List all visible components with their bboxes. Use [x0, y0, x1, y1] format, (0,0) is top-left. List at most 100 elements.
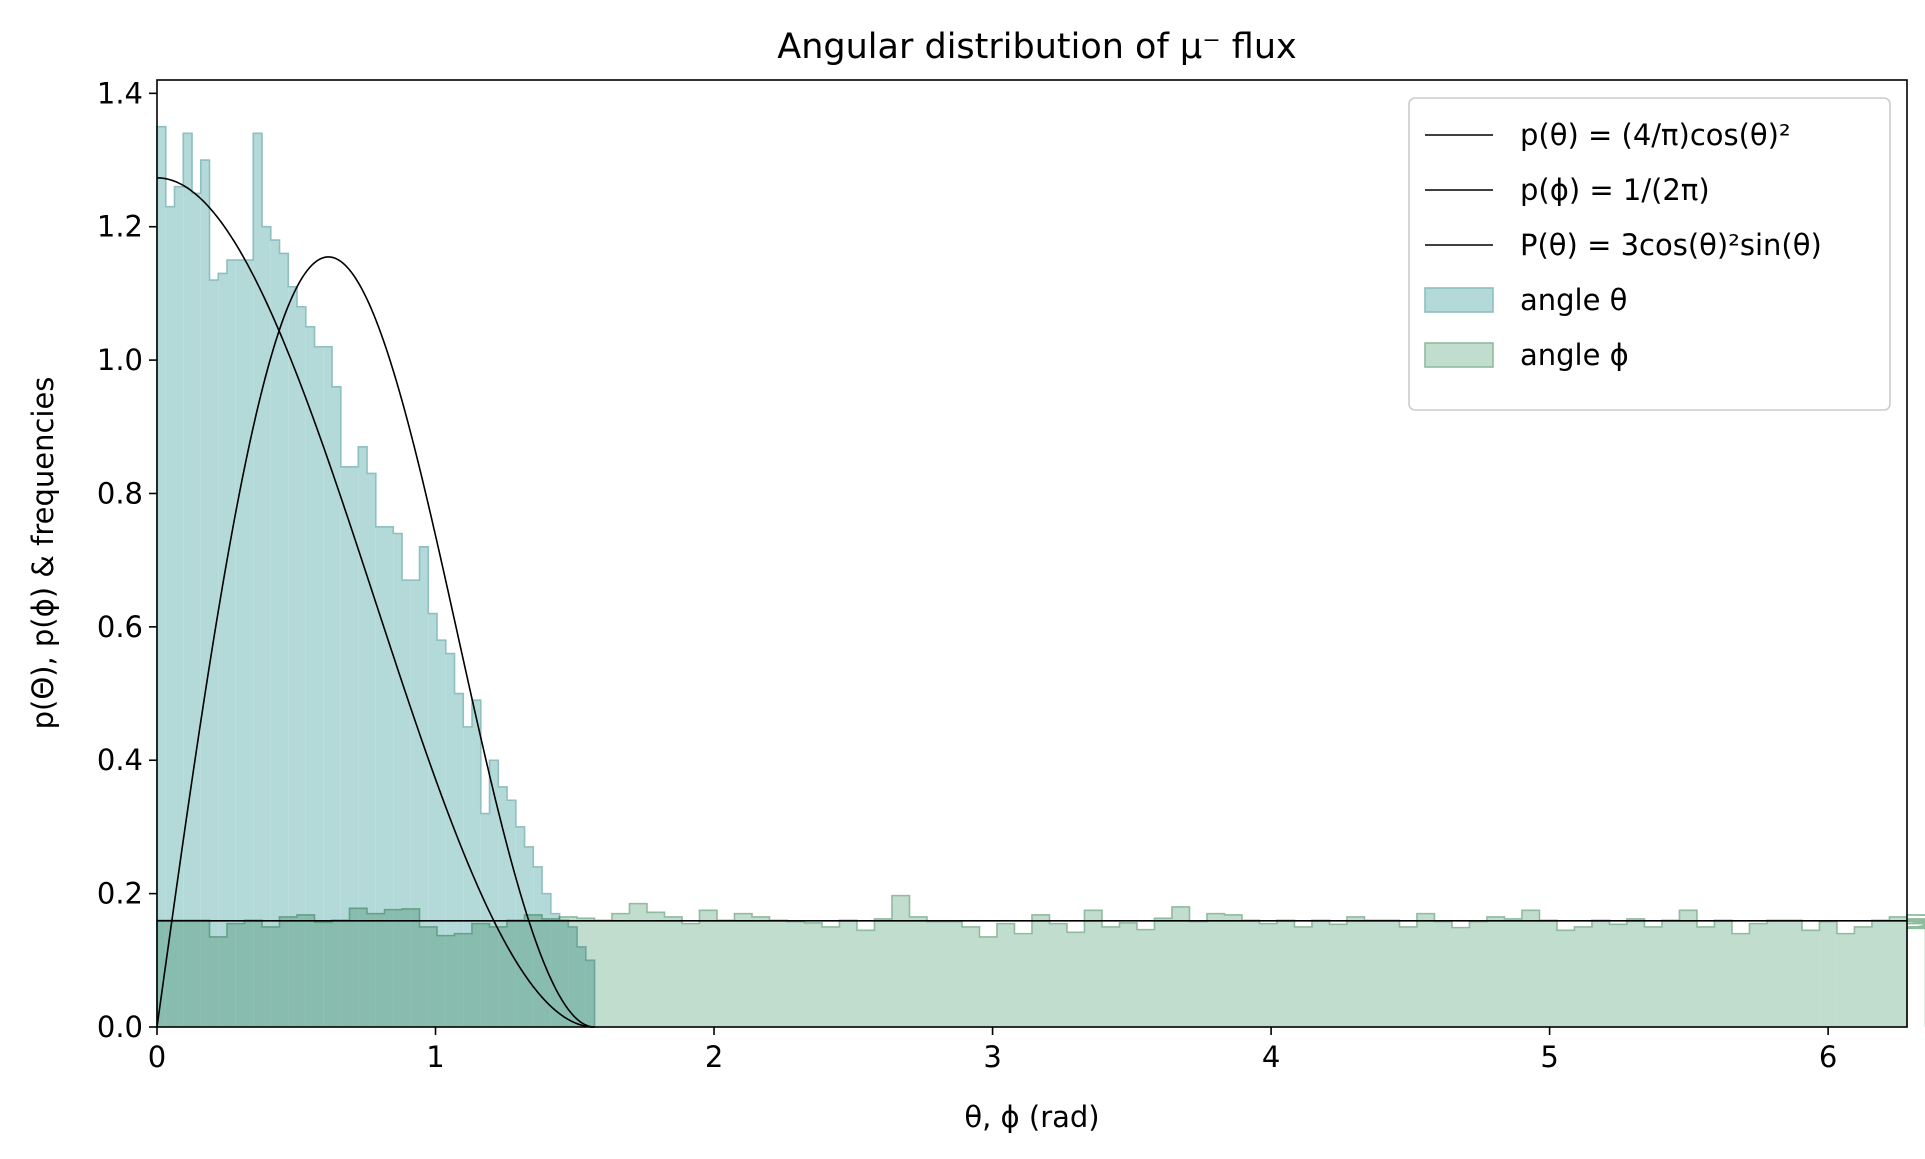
phi-histogram-bin	[681, 923, 700, 1027]
phi-histogram-bin	[996, 923, 1015, 1027]
phi-histogram-bin	[926, 921, 945, 1027]
legend-item: p(θ) = (4/π)cos(θ)²	[1425, 118, 1791, 152]
axes-frame	[156, 79, 1908, 1028]
phi-histogram-bin	[629, 903, 647, 1027]
theta-histogram-bin	[349, 466, 359, 1027]
phi-histogram-bin	[1539, 920, 1557, 1027]
theta-histogram-bin	[244, 260, 254, 1028]
theta-histogram-bin	[384, 526, 394, 1027]
phi-histogram-bin	[1731, 933, 1750, 1027]
phi-histogram-bin	[1066, 932, 1085, 1027]
phi-histogram-bin	[891, 895, 910, 1027]
theta-histogram-bin	[227, 260, 236, 1028]
legend-label: p(ϕ) = 1/(2π)	[1520, 173, 1710, 207]
legend: p(θ) = (4/π)cos(θ)² p(ϕ) = 1/(2π) P(θ) = 3…	[1408, 97, 1891, 411]
phi-histogram-bin	[226, 923, 245, 1027]
phi-histogram-bin	[489, 926, 507, 1027]
phi-histogram-bin	[349, 908, 367, 1027]
y-tick-label: 0.0	[97, 1010, 143, 1044]
legend-patch-swatch	[1424, 287, 1494, 313]
phi-histogram-bin	[1259, 923, 1277, 1027]
legend-item: angle ϕ	[1424, 338, 1629, 372]
legend-item: P(θ) = 3cos(θ)²sin(θ)	[1425, 228, 1822, 262]
phi-histogram-bin	[944, 921, 962, 1027]
phi-histogram-bin	[1416, 913, 1435, 1027]
theta-histogram-bin	[454, 693, 464, 1027]
y-tick-label: 0.6	[97, 610, 143, 644]
phi-histogram-bin	[1714, 920, 1732, 1027]
phi-histogram-bin	[1136, 929, 1155, 1027]
curve-P-theta	[156, 256, 595, 1028]
theta-histogram-bin	[472, 700, 481, 1027]
y-tick-label: 1.2	[97, 210, 143, 244]
histogram-phi	[156, 894, 1925, 1027]
theta-histogram-bin	[332, 386, 341, 1027]
phi-histogram-bin	[296, 914, 315, 1027]
phi-histogram-bin	[1206, 913, 1225, 1027]
theta-histogram-bin	[437, 640, 446, 1027]
theta-histogram-bin	[209, 280, 219, 1027]
x-axis-label: θ, ϕ (rad)	[964, 1100, 1099, 1134]
theta-histogram-bin	[157, 126, 166, 1027]
theta-histogram-bin	[463, 726, 473, 1027]
phi-histogram-bin	[244, 920, 262, 1027]
y-tick-label: 0.2	[97, 877, 143, 911]
phi-histogram-bin	[454, 933, 472, 1027]
phi-histogram-bin	[279, 916, 297, 1027]
legend-item: p(ϕ) = 1/(2π)	[1425, 173, 1710, 207]
phi-histogram-bin	[1014, 933, 1032, 1027]
y-tick-label: 1.0	[97, 343, 143, 377]
theta-histogram-bin	[192, 193, 201, 1028]
phi-histogram-bin	[734, 913, 752, 1027]
phi-histogram-bin	[314, 922, 332, 1027]
phi-histogram-bin	[419, 926, 437, 1027]
phi-histogram-bin	[1031, 914, 1050, 1027]
phi-histogram-bin	[191, 920, 210, 1027]
theta-histogram-bin	[323, 346, 333, 1027]
legend-box	[1408, 97, 1891, 411]
theta-histogram-bin	[375, 526, 385, 1027]
legend-label: angle θ	[1520, 283, 1627, 317]
phi-histogram-bin	[1364, 920, 1382, 1027]
theta-histogram-bin	[200, 160, 210, 1027]
theta-histogram-bin	[367, 473, 376, 1028]
phi-histogram-bin	[856, 930, 875, 1027]
x-axis-ticks: 0 1 2 3 4 5 6	[148, 1027, 1837, 1074]
phi-histogram-bin	[1119, 922, 1137, 1027]
phi-histogram-bin	[821, 926, 840, 1027]
phi-histogram-bin	[1101, 926, 1120, 1027]
phi-histogram-bin	[1819, 921, 1837, 1027]
phi-histogram-bin	[366, 913, 385, 1027]
theta-histogram-bin	[262, 226, 271, 1027]
theta-histogram-bin	[340, 466, 350, 1027]
theta-histogram-bin	[288, 286, 298, 1027]
theta-histogram-bin	[445, 653, 455, 1027]
phi-histogram-bin	[1486, 916, 1505, 1027]
phi-histogram-bin	[1504, 918, 1522, 1027]
phi-histogram-bin	[436, 935, 455, 1027]
theta-histogram-bin	[253, 133, 263, 1027]
phi-histogram-bin	[1084, 910, 1102, 1027]
theta-histogram-bin	[174, 186, 184, 1027]
phi-histogram-bin	[1346, 916, 1365, 1027]
x-tick-label: 1	[426, 1040, 444, 1074]
legend-label: P(θ) = 3cos(θ)²sin(θ)	[1520, 228, 1822, 262]
x-tick-label: 2	[705, 1040, 723, 1074]
x-tick-label: 4	[1262, 1040, 1280, 1074]
phi-histogram-bin	[384, 909, 402, 1027]
phi-histogram-bin	[1644, 926, 1662, 1027]
phi-histogram-bin	[1661, 920, 1680, 1027]
phi-histogram-bin	[1574, 926, 1592, 1027]
curves	[156, 177, 1907, 1028]
phi-histogram-bin	[1154, 918, 1172, 1027]
phi-histogram-bin	[874, 918, 892, 1027]
phi-histogram-bin	[769, 920, 787, 1027]
phi-histogram-bin	[261, 926, 280, 1027]
phi-histogram-bin	[804, 922, 822, 1027]
legend-label: angle ϕ	[1520, 338, 1629, 372]
phi-histogram-bin	[1679, 910, 1697, 1027]
phi-histogram-bin	[1784, 920, 1802, 1027]
x-tick-label: 3	[983, 1040, 1001, 1074]
phi-histogram-bin	[716, 920, 735, 1027]
x-tick-label: 5	[1540, 1040, 1558, 1074]
